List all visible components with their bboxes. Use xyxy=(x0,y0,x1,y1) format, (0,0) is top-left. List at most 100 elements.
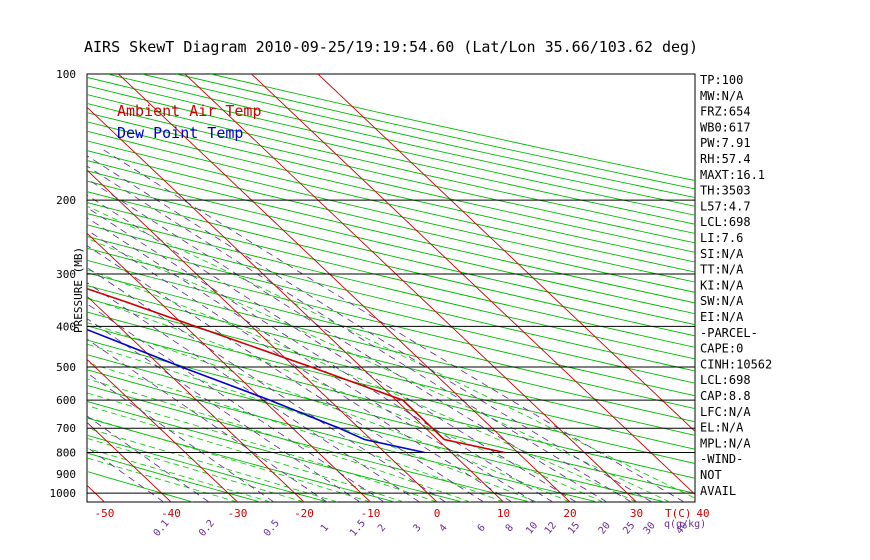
dry-adiabat xyxy=(87,470,193,502)
stability-index-item: EI:N/A xyxy=(700,310,744,324)
bottom-temperature-tick: -50 xyxy=(95,507,115,520)
mixing-ratio-line xyxy=(87,267,446,502)
mixing-ratio-label: 2 xyxy=(376,523,388,535)
dry-adiabat xyxy=(87,235,695,384)
dry-adiabat xyxy=(87,160,695,304)
stability-index-item: MPL:N/A xyxy=(700,436,751,450)
stability-index-item: SW:N/A xyxy=(700,294,744,308)
pressure-tick-label: 100 xyxy=(56,68,76,81)
dry-adiabat xyxy=(87,180,695,326)
mixing-ratio-unit-label: q(g/kg) xyxy=(664,519,706,530)
moist-adiabat xyxy=(87,392,438,502)
stability-index-item: CINH:10562 xyxy=(700,357,772,371)
pressure-tick-label: 1000 xyxy=(50,487,77,500)
moist-adiabat xyxy=(87,378,471,502)
mixing-ratio-label: 0.2 xyxy=(197,518,217,539)
isotherm xyxy=(87,232,371,502)
dry-adiabat xyxy=(87,434,328,502)
pressure-tick-label: 900 xyxy=(56,468,76,481)
mixing-ratio-line xyxy=(87,415,210,502)
bottom-temperature-tick: -20 xyxy=(294,507,314,520)
dry-adiabat xyxy=(87,285,695,436)
dry-adiabat xyxy=(87,202,695,348)
bottom-temperature-tick: -40 xyxy=(161,507,181,520)
pressure-tick-label: 800 xyxy=(56,447,76,460)
pressure-tick-label: 600 xyxy=(56,394,76,407)
moist-adiabat xyxy=(87,205,695,499)
isotherm xyxy=(0,74,38,502)
isotherm xyxy=(317,74,695,433)
bottom-temperature-tick: 0 xyxy=(434,507,441,520)
bottom-temperature-tick: -10 xyxy=(361,507,381,520)
moist-adiabat xyxy=(87,269,637,502)
stability-index-item: TH:3503 xyxy=(700,184,751,198)
stability-index-item: LI:7.6 xyxy=(700,231,743,245)
stability-index-item: TT:N/A xyxy=(700,263,744,277)
mixing-ratio-label: 8 xyxy=(504,523,516,535)
mixing-ratio-label: 6 xyxy=(476,523,488,535)
mixing-ratio-label: 0.5 xyxy=(262,518,282,539)
isotherm xyxy=(87,169,438,502)
chart-title: AIRS SkewT Diagram 2010-09-25/19:19:54.6… xyxy=(84,38,698,56)
dry-adiabat xyxy=(210,74,695,181)
isotherm xyxy=(87,421,172,502)
dry-adiabat xyxy=(87,191,695,337)
dry-adiabat xyxy=(87,259,695,410)
dry-adiabat xyxy=(87,213,695,360)
mixing-ratio-label: 12 xyxy=(543,520,559,536)
moist-adiabat xyxy=(87,437,305,502)
mixing-ratio-label: 1 xyxy=(319,523,331,535)
mixing-ratio-line xyxy=(87,165,632,502)
isotherm xyxy=(87,106,504,502)
moist-adiabat xyxy=(87,427,338,502)
bottom-temperature-tick: -30 xyxy=(228,507,248,520)
stability-index-item: MAXT:16.1 xyxy=(700,168,765,182)
legend-dewpoint: Dew Point Temp xyxy=(117,124,243,142)
mixing-ratio-label: 15 xyxy=(566,520,582,536)
mixing-ratio-label: 0.1 xyxy=(152,518,172,539)
dry-adiabat xyxy=(87,112,695,253)
dry-adiabat xyxy=(87,272,695,423)
y-axis-label: PRESSURE (MB) xyxy=(72,247,85,333)
pressure-tick-label: 200 xyxy=(56,194,76,207)
dry-adiabat xyxy=(87,384,531,502)
stability-index-item: FRZ:654 xyxy=(700,105,751,119)
mixing-ratio-label: 3 xyxy=(411,523,423,535)
dry-adiabat xyxy=(87,354,665,502)
stability-index-item: RH:57.4 xyxy=(700,152,751,166)
mixing-ratio-label: 10 xyxy=(524,520,540,536)
stability-index-item: LCL:698 xyxy=(700,215,751,229)
dry-adiabat xyxy=(87,369,598,502)
mixing-ratio-label: 25 xyxy=(621,520,637,536)
grid-lines xyxy=(0,74,695,502)
stability-index-item: TP:100 xyxy=(700,73,743,87)
dry-adiabat xyxy=(87,325,695,479)
bottom-temperature-tick: 30 xyxy=(630,507,643,520)
dry-adiabat xyxy=(141,74,695,199)
x-axis-unit-label: T(C) xyxy=(665,507,692,520)
dry-adiabat xyxy=(87,452,261,502)
stability-index-item: EL:N/A xyxy=(700,421,744,435)
dry-adiabat xyxy=(87,140,695,283)
stability-index-item: MW:N/A xyxy=(700,89,744,103)
pressure-tick-label: 700 xyxy=(56,422,76,435)
isotherm xyxy=(87,295,305,502)
ambient-temp-line xyxy=(87,287,505,454)
mixing-ratio-label: 20 xyxy=(597,520,613,536)
dry-adiabat xyxy=(87,247,695,397)
mixing-ratio-line xyxy=(87,318,361,502)
isotherm xyxy=(251,74,695,496)
stability-index-item: -WIND- xyxy=(700,452,743,466)
mixing-ratio-line xyxy=(87,446,164,502)
mixing-ratio-label: 1.5 xyxy=(348,518,368,539)
stability-index-item: CAP:8.8 xyxy=(700,389,751,403)
stability-index-item: AVAIL xyxy=(700,484,736,498)
pressure-tick-label: 500 xyxy=(56,361,76,374)
stability-index-item: LCL:698 xyxy=(700,373,751,387)
dry-adiabat xyxy=(87,311,695,465)
bottom-temperature-tick: 20 xyxy=(563,507,576,520)
isotherm xyxy=(87,358,238,502)
dry-adiabat xyxy=(87,298,695,450)
